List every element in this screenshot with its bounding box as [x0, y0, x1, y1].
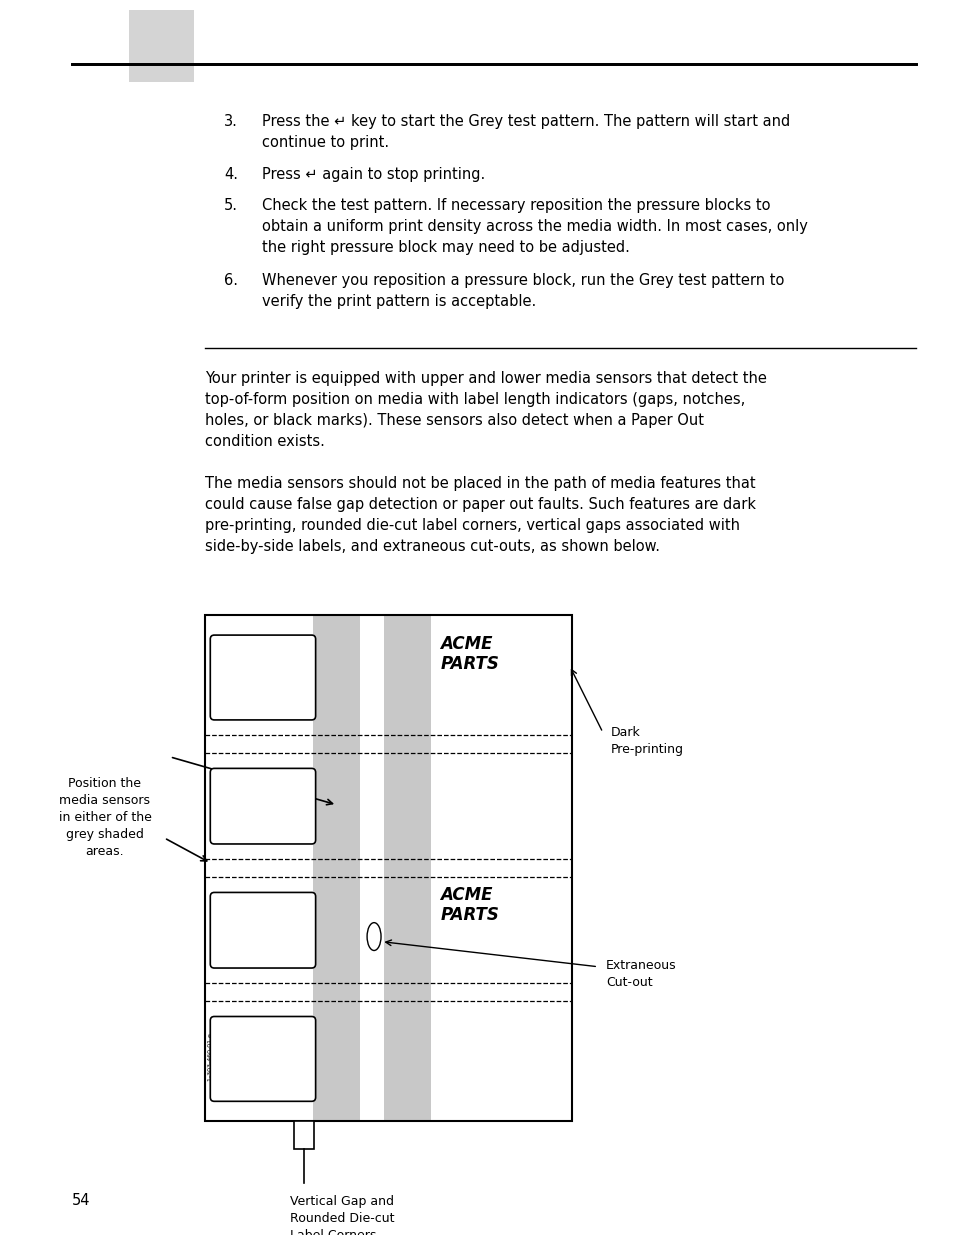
Text: 3.: 3.	[224, 114, 238, 128]
Bar	[205, 615, 572, 1121]
FancyBboxPatch shape	[210, 1016, 315, 1102]
Text: Your printer is equipped with upper and lower media sensors that detect the
top-: Your printer is equipped with upper and …	[205, 370, 766, 553]
Bar	[129, 10, 193, 82]
Text: Vertical Gap and
Rounded Die-cut
Label Corners: Vertical Gap and Rounded Die-cut Label C…	[290, 1195, 394, 1235]
Text: Press the ↵ key to start the Grey test pattern. The pattern will start and
conti: Press the ↵ key to start the Grey test p…	[262, 114, 790, 149]
Text: Check the test pattern. If necessary reposition the pressure blocks to
obtain a : Check the test pattern. If necessary rep…	[262, 198, 807, 256]
Text: Extraneous
Cut-out: Extraneous Cut-out	[605, 960, 676, 989]
Ellipse shape	[367, 923, 380, 951]
Bar	[383, 615, 431, 1121]
Text: Position the
media sensors
in either of the
grey shaded
areas.: Position the media sensors in either of …	[58, 777, 152, 858]
Text: 4.: 4.	[224, 167, 238, 182]
Text: 54: 54	[71, 1193, 90, 1208]
Text: 1-303-460-01 e: 1-303-460-01 e	[208, 1032, 213, 1081]
Bar	[294, 1121, 314, 1149]
Bar	[314, 615, 360, 1121]
FancyBboxPatch shape	[210, 768, 315, 844]
Text: Whenever you reposition a pressure block, run the Grey test pattern to
verify th: Whenever you reposition a pressure block…	[262, 273, 784, 309]
FancyBboxPatch shape	[210, 893, 315, 968]
Text: 6.: 6.	[224, 273, 238, 288]
Text: Dark
Pre-printing: Dark Pre-printing	[610, 726, 683, 756]
FancyBboxPatch shape	[210, 635, 315, 720]
Text: 5.: 5.	[224, 198, 238, 214]
Text: ACME
PARTS: ACME PARTS	[439, 635, 498, 673]
Text: ACME
PARTS: ACME PARTS	[439, 885, 498, 924]
Text: Press ↵ again to stop printing.: Press ↵ again to stop printing.	[262, 167, 485, 182]
